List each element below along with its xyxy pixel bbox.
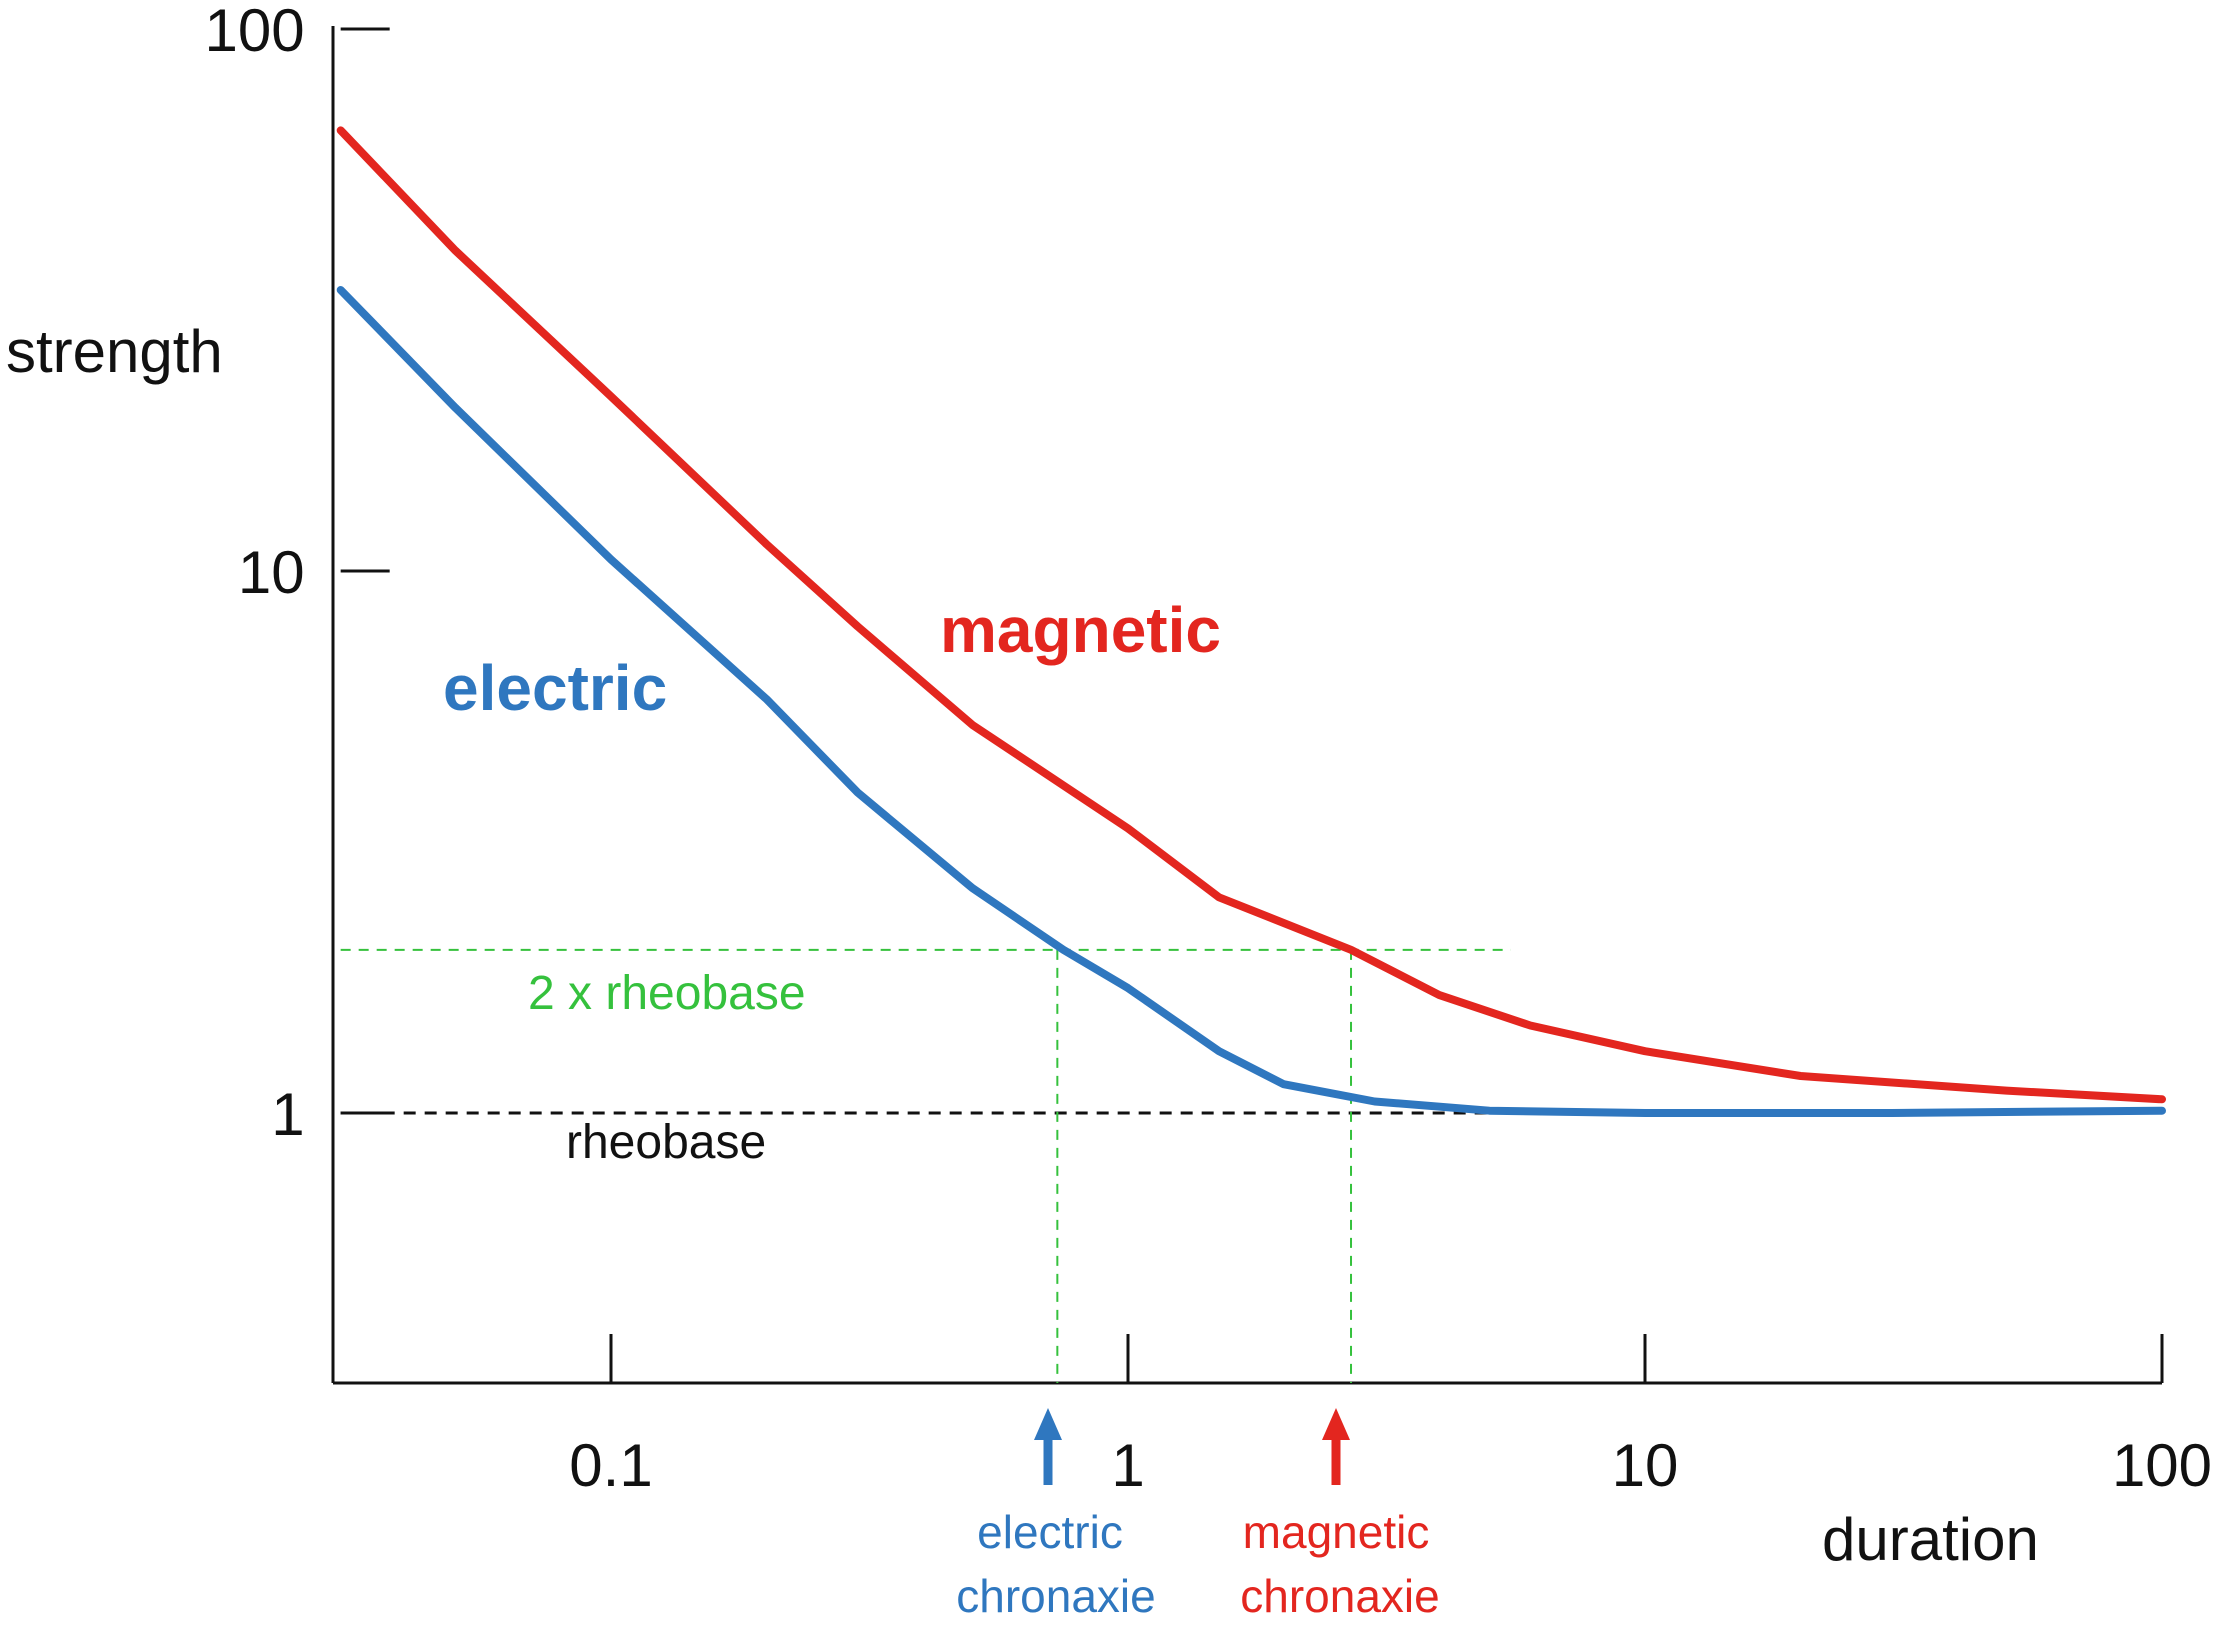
y-tick-label: 100 [205, 0, 305, 64]
x-tick-label: 100 [2112, 1432, 2212, 1499]
y-tick-label: 10 [238, 539, 305, 606]
electric-series-label: electric [443, 652, 667, 724]
y-tick-label: 1 [271, 1081, 304, 1148]
x-tick-label: 0.1 [569, 1432, 652, 1499]
y-ticks: 1 10 100 [205, 0, 390, 1148]
y-axis-label: strength [6, 318, 223, 385]
magnetic-chronaxie-label-line1: magnetic [1243, 1506, 1430, 1558]
x-axis-label: duration [1822, 1506, 2039, 1573]
two-x-rheobase-label: 2 x rheobase [528, 967, 806, 1020]
x-tick-label: 10 [1612, 1432, 1679, 1499]
x-tick-label: 1 [1111, 1432, 1144, 1499]
electric-chronaxie-label-line1: electric [977, 1506, 1123, 1558]
magnetic-series-label: magnetic [940, 594, 1221, 666]
electric-chronaxie-label-line2: chronaxie [956, 1570, 1155, 1622]
rheobase-label: rheobase [566, 1116, 766, 1169]
x-ticks: 0.1 1 10 100 [569, 1334, 2212, 1499]
magnetic-chronaxie-arrow [1322, 1408, 1350, 1485]
electric-chronaxie-arrow [1034, 1408, 1062, 1485]
electric-curve [336, 286, 2166, 1117]
magnetic-chronaxie-label-line2: chronaxie [1240, 1570, 1439, 1622]
magnetic-curve [336, 126, 2166, 1104]
